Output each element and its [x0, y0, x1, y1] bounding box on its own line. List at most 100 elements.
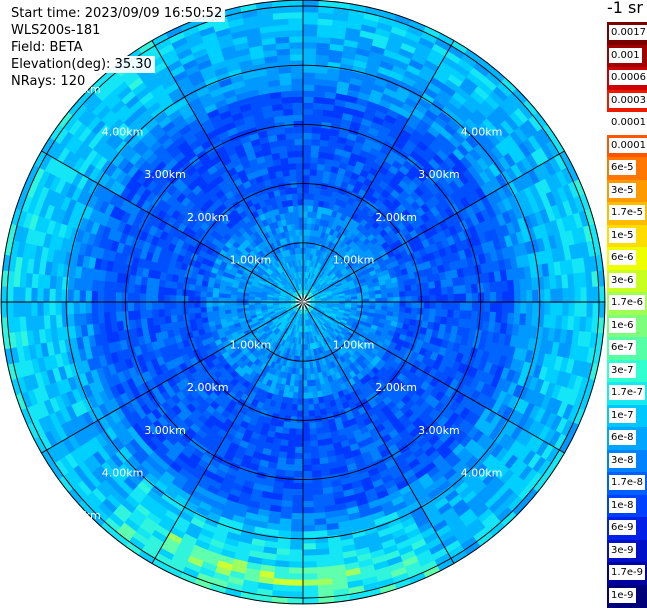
range-gate-cell: [158, 286, 165, 295]
range-gate-cell: [287, 145, 296, 152]
range-gate-cell: [115, 291, 122, 302]
range-gate-cell: [295, 145, 304, 152]
range-gate-cell: [490, 302, 497, 313]
range-gate-cell: [294, 211, 299, 218]
range-gate-cell: [103, 291, 110, 302]
range-gate-cell: [307, 386, 312, 393]
range-gate-cell: [115, 301, 122, 312]
range-gate-cell: [79, 301, 86, 314]
range-gate-cell: [302, 573, 318, 580]
range-gate-cell: [295, 435, 303, 442]
range-gate-cell: [85, 301, 92, 313]
range-gate-cell: [296, 423, 303, 430]
range-gate-cell: [311, 464, 321, 471]
range-gate-cell: [312, 127, 322, 134]
range-gate-cell: [526, 302, 533, 315]
range-gate-cell: [236, 298, 243, 302]
range-gate-cell: [288, 561, 303, 568]
range-gate-cell: [303, 235, 307, 242]
range-gate-cell: [303, 54, 317, 61]
range-gate-cell: [297, 399, 303, 406]
range-gate-cell: [556, 302, 563, 317]
range-gate-cell: [283, 109, 294, 116]
range-gate-cell: [128, 310, 135, 320]
range-gate-cell: [121, 301, 128, 311]
range-gate-cell: [13, 286, 20, 302]
range-gate-cell: [460, 302, 467, 311]
range-gate-cell: [442, 302, 449, 310]
range-gate-cell: [290, 48, 304, 55]
range-gate-cell: [140, 301, 147, 310]
range-gate-cell: [387, 302, 394, 307]
range-gate-cell: [287, 0, 304, 7]
range-gate-cell: [170, 302, 177, 310]
range-gate-cell: [303, 12, 319, 19]
range-gate-cell: [293, 205, 299, 212]
range-gate-cell: [134, 293, 141, 303]
range-gate-cell: [303, 169, 311, 176]
range-gate-cell: [291, 66, 304, 73]
range-gate-cell: [310, 446, 319, 453]
range-gate-cell: [303, 120, 313, 127]
range-gate-cell: [291, 187, 298, 194]
range-gate-cell: [297, 193, 303, 200]
range-gate-cell: [311, 145, 320, 152]
range-gate-cell: [303, 405, 309, 412]
range-gate-cell: [436, 302, 443, 310]
range-gate-cell: [309, 175, 317, 182]
range-gate-cell: [302, 441, 310, 448]
range-gate-cell: [290, 175, 298, 182]
range-gate-cell: [288, 434, 296, 441]
range-gate-cell: [299, 362, 303, 369]
range-gate-cell: [297, 187, 304, 194]
range-gate-cell: [303, 78, 316, 85]
range-gate-cell: [288, 157, 297, 164]
range-gate-cell: [411, 308, 418, 315]
range-gate-cell: [309, 187, 316, 194]
range-gate-cell: [176, 302, 183, 309]
range-gate-cell: [194, 307, 201, 313]
range-gate-cell: [311, 458, 321, 465]
range-gate-cell: [289, 422, 297, 429]
range-gate-cell: [303, 127, 313, 134]
range-gate-cell: [289, 428, 297, 435]
range-gate-cell: [206, 297, 213, 303]
range-gate-cell: [207, 311, 214, 317]
range-gate-cell: [292, 199, 298, 206]
range-gate-cell: [287, 151, 296, 158]
range-gate-cell: [312, 133, 322, 140]
range-gate-cell: [37, 301, 44, 316]
range-gate-cell: [291, 78, 304, 85]
range-gate-cell: [303, 217, 308, 224]
range-gate-cell: [288, 18, 304, 25]
range-gate-cell: [55, 301, 62, 315]
range-gate-cell: [302, 489, 313, 496]
range-gate-cell: [200, 302, 207, 308]
range-gate-cell: [308, 410, 315, 417]
range-gate-cell: [496, 302, 503, 313]
range-gate-cell: [302, 447, 311, 454]
range-gate-cell: [306, 362, 310, 369]
range-gate-cell: [158, 309, 165, 318]
range-gate-cell: [146, 293, 153, 302]
range-gate-cell: [176, 288, 183, 296]
range-gate-cell: [294, 217, 299, 224]
range-gate-cell: [303, 139, 312, 146]
range-gate-cell: [286, 452, 295, 459]
range-gate-cell: [121, 292, 128, 302]
range-gate-cell: [520, 302, 527, 315]
range-gate-cell: [37, 287, 44, 302]
range-gate-cell: [303, 24, 319, 31]
range-gate-cell: [290, 525, 303, 532]
range-gate-cell: [291, 410, 298, 417]
range-gate-cell: [302, 501, 314, 508]
range-gate-cell: [31, 287, 38, 302]
range-gate-cell: [152, 286, 159, 295]
range-gate-cell: [288, 206, 294, 213]
range-gate-cell: [283, 115, 294, 122]
range-gate-cell: [206, 306, 213, 312]
range-gate-cell: [289, 36, 304, 43]
range-gate-cell: [310, 157, 319, 164]
range-gate-cell: [25, 286, 32, 302]
